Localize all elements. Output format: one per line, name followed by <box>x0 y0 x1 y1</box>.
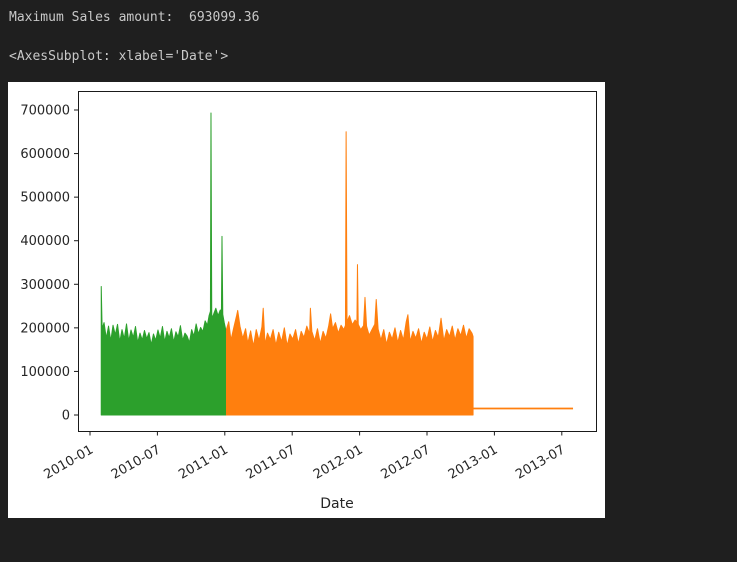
sales-daily-2011-2012 <box>225 131 474 416</box>
y-axis-tick-label: 500000 <box>20 191 70 206</box>
y-axis-tick-label: 0 <box>62 409 70 424</box>
console-output-axessubplot-repr: <AxesSubplot: xlabel='Date'> <box>9 49 229 64</box>
x-axis-tick-label: 2011-07 <box>244 442 299 482</box>
y-axis-tick-label: 200000 <box>20 321 70 336</box>
x-axis-tick-label: 2012-07 <box>378 442 433 482</box>
sales-daily-2010 <box>100 112 227 416</box>
x-axis-tick-label: 2010-01 <box>41 442 96 482</box>
console-output-max-sales: Maximum Sales amount: 693099.36 <box>9 10 260 25</box>
y-axis-tick-label: 700000 <box>20 104 70 119</box>
matplotlib-figure: 0 100000 200000 300000 400000 500000 600000 700… <box>8 82 605 518</box>
y-axis-tick-label: 400000 <box>20 234 70 249</box>
x-axis-tick-label: 2013-01 <box>446 442 501 482</box>
plot-border <box>78 91 597 432</box>
x-axis-title: Date <box>320 496 353 512</box>
y-axis-tick-label: 100000 <box>20 365 70 380</box>
x-axis-tick-label: 2013-07 <box>513 442 568 482</box>
y-axis-tick-label: 600000 <box>20 147 70 162</box>
y-axis-tick-label: 300000 <box>20 278 70 293</box>
sales-time-series-chart: 0 100000 200000 300000 400000 500000 600000 700… <box>20 91 597 512</box>
x-axis-tick-label: 2010-07 <box>109 442 164 482</box>
x-axis-tick-label: 2012-01 <box>311 442 366 482</box>
x-axis-tick-label: 2011-01 <box>176 442 231 482</box>
